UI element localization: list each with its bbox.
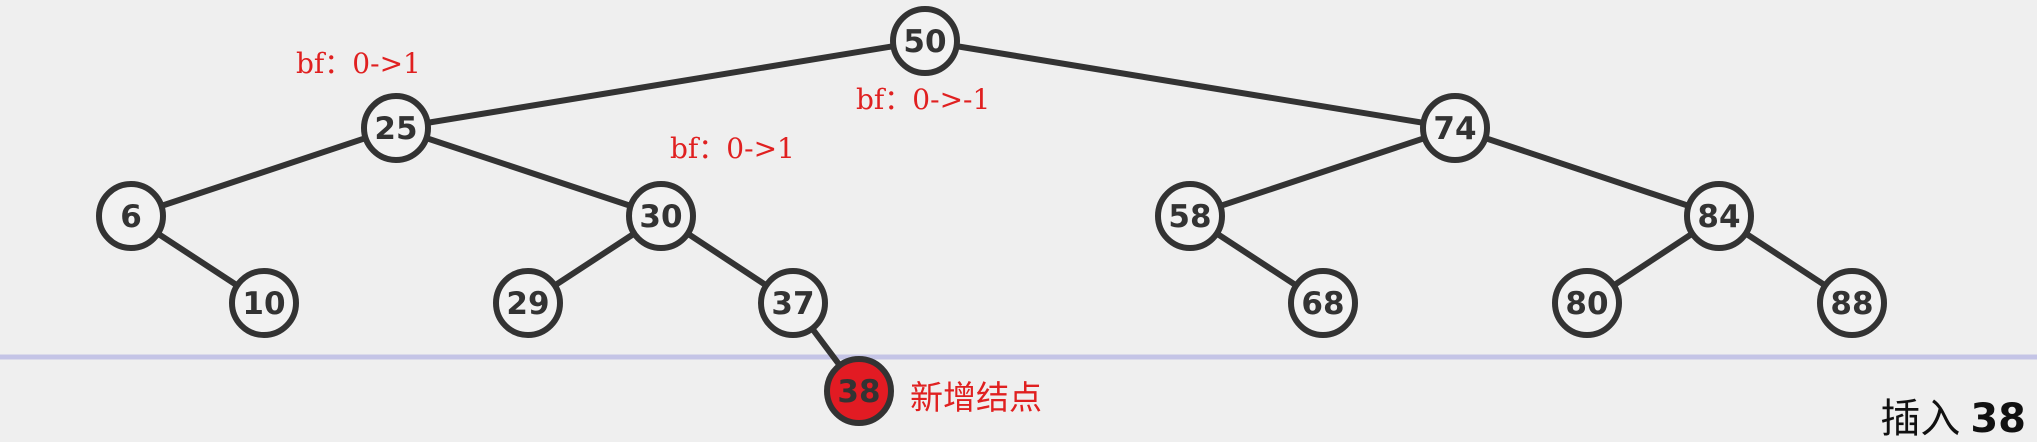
edge-74-58	[1187, 125, 1458, 219]
node-circle	[96, 181, 166, 251]
node-circle	[890, 6, 960, 76]
node-circle	[1420, 93, 1490, 163]
edge-50-25	[393, 38, 928, 131]
new-node-note: 新增结点	[910, 378, 1042, 417]
edge-25-6	[128, 125, 399, 219]
tree-edges	[128, 38, 1855, 394]
node-circle	[626, 181, 696, 251]
tree-node-10: 10	[229, 268, 299, 338]
node-label: 74	[1433, 111, 1476, 147]
node-label: 38	[837, 374, 880, 410]
node-circle	[1684, 181, 1754, 251]
node-label: 10	[242, 286, 285, 322]
tree-node-80: 80	[1552, 268, 1622, 338]
tree-node-30: 30	[626, 181, 696, 251]
edge-25-30	[393, 125, 664, 219]
node-circle	[824, 356, 894, 426]
node-circle	[1552, 268, 1622, 338]
new-tree-node-38: 38	[824, 356, 894, 426]
insert-caption-value: 38	[1970, 396, 2026, 442]
tree-node-68: 68	[1288, 268, 1358, 338]
node-circle	[229, 268, 299, 338]
balance-factor-annotation-50: bf：0->-1	[856, 83, 990, 116]
balance-factor-annotation-30: bf：0->1	[670, 132, 795, 165]
node-label: 6	[120, 199, 142, 235]
node-circle	[361, 93, 431, 163]
balance-factor-annotation-25: bf：0->1	[296, 47, 421, 80]
edge-50-74	[922, 38, 1458, 131]
node-label: 30	[639, 199, 682, 235]
node-circle	[758, 268, 828, 338]
tree-node-25: 25	[361, 93, 431, 163]
node-circle	[493, 268, 563, 338]
tree-node-84: 84	[1684, 181, 1754, 251]
tree-node-58: 58	[1155, 181, 1225, 251]
tree-node-74: 74	[1420, 93, 1490, 163]
tree-nodes: 50 25 74 6 30 58 84 10 29 37 68 80 88 38	[96, 6, 1887, 426]
tree-node-6: 6	[96, 181, 166, 251]
node-label: 50	[903, 24, 946, 60]
node-label: 68	[1301, 286, 1344, 322]
node-label: 84	[1697, 199, 1740, 235]
node-label: 25	[374, 111, 417, 147]
tree-node-37: 37	[758, 268, 828, 338]
node-label: 37	[771, 286, 814, 322]
edge-74-84	[1452, 125, 1722, 219]
node-label: 80	[1565, 286, 1608, 322]
tree-node-88: 88	[1817, 268, 1887, 338]
insert-caption-prefix: 插入	[1880, 396, 1960, 442]
tree-node-50: 50	[890, 6, 960, 76]
node-label: 88	[1830, 286, 1873, 322]
node-circle	[1288, 268, 1358, 338]
node-circle	[1155, 181, 1225, 251]
insert-caption: 插入 38	[1880, 396, 2026, 442]
node-label: 58	[1168, 199, 1211, 235]
node-circle	[1817, 268, 1887, 338]
node-label: 29	[506, 286, 549, 322]
tree-node-29: 29	[493, 268, 563, 338]
